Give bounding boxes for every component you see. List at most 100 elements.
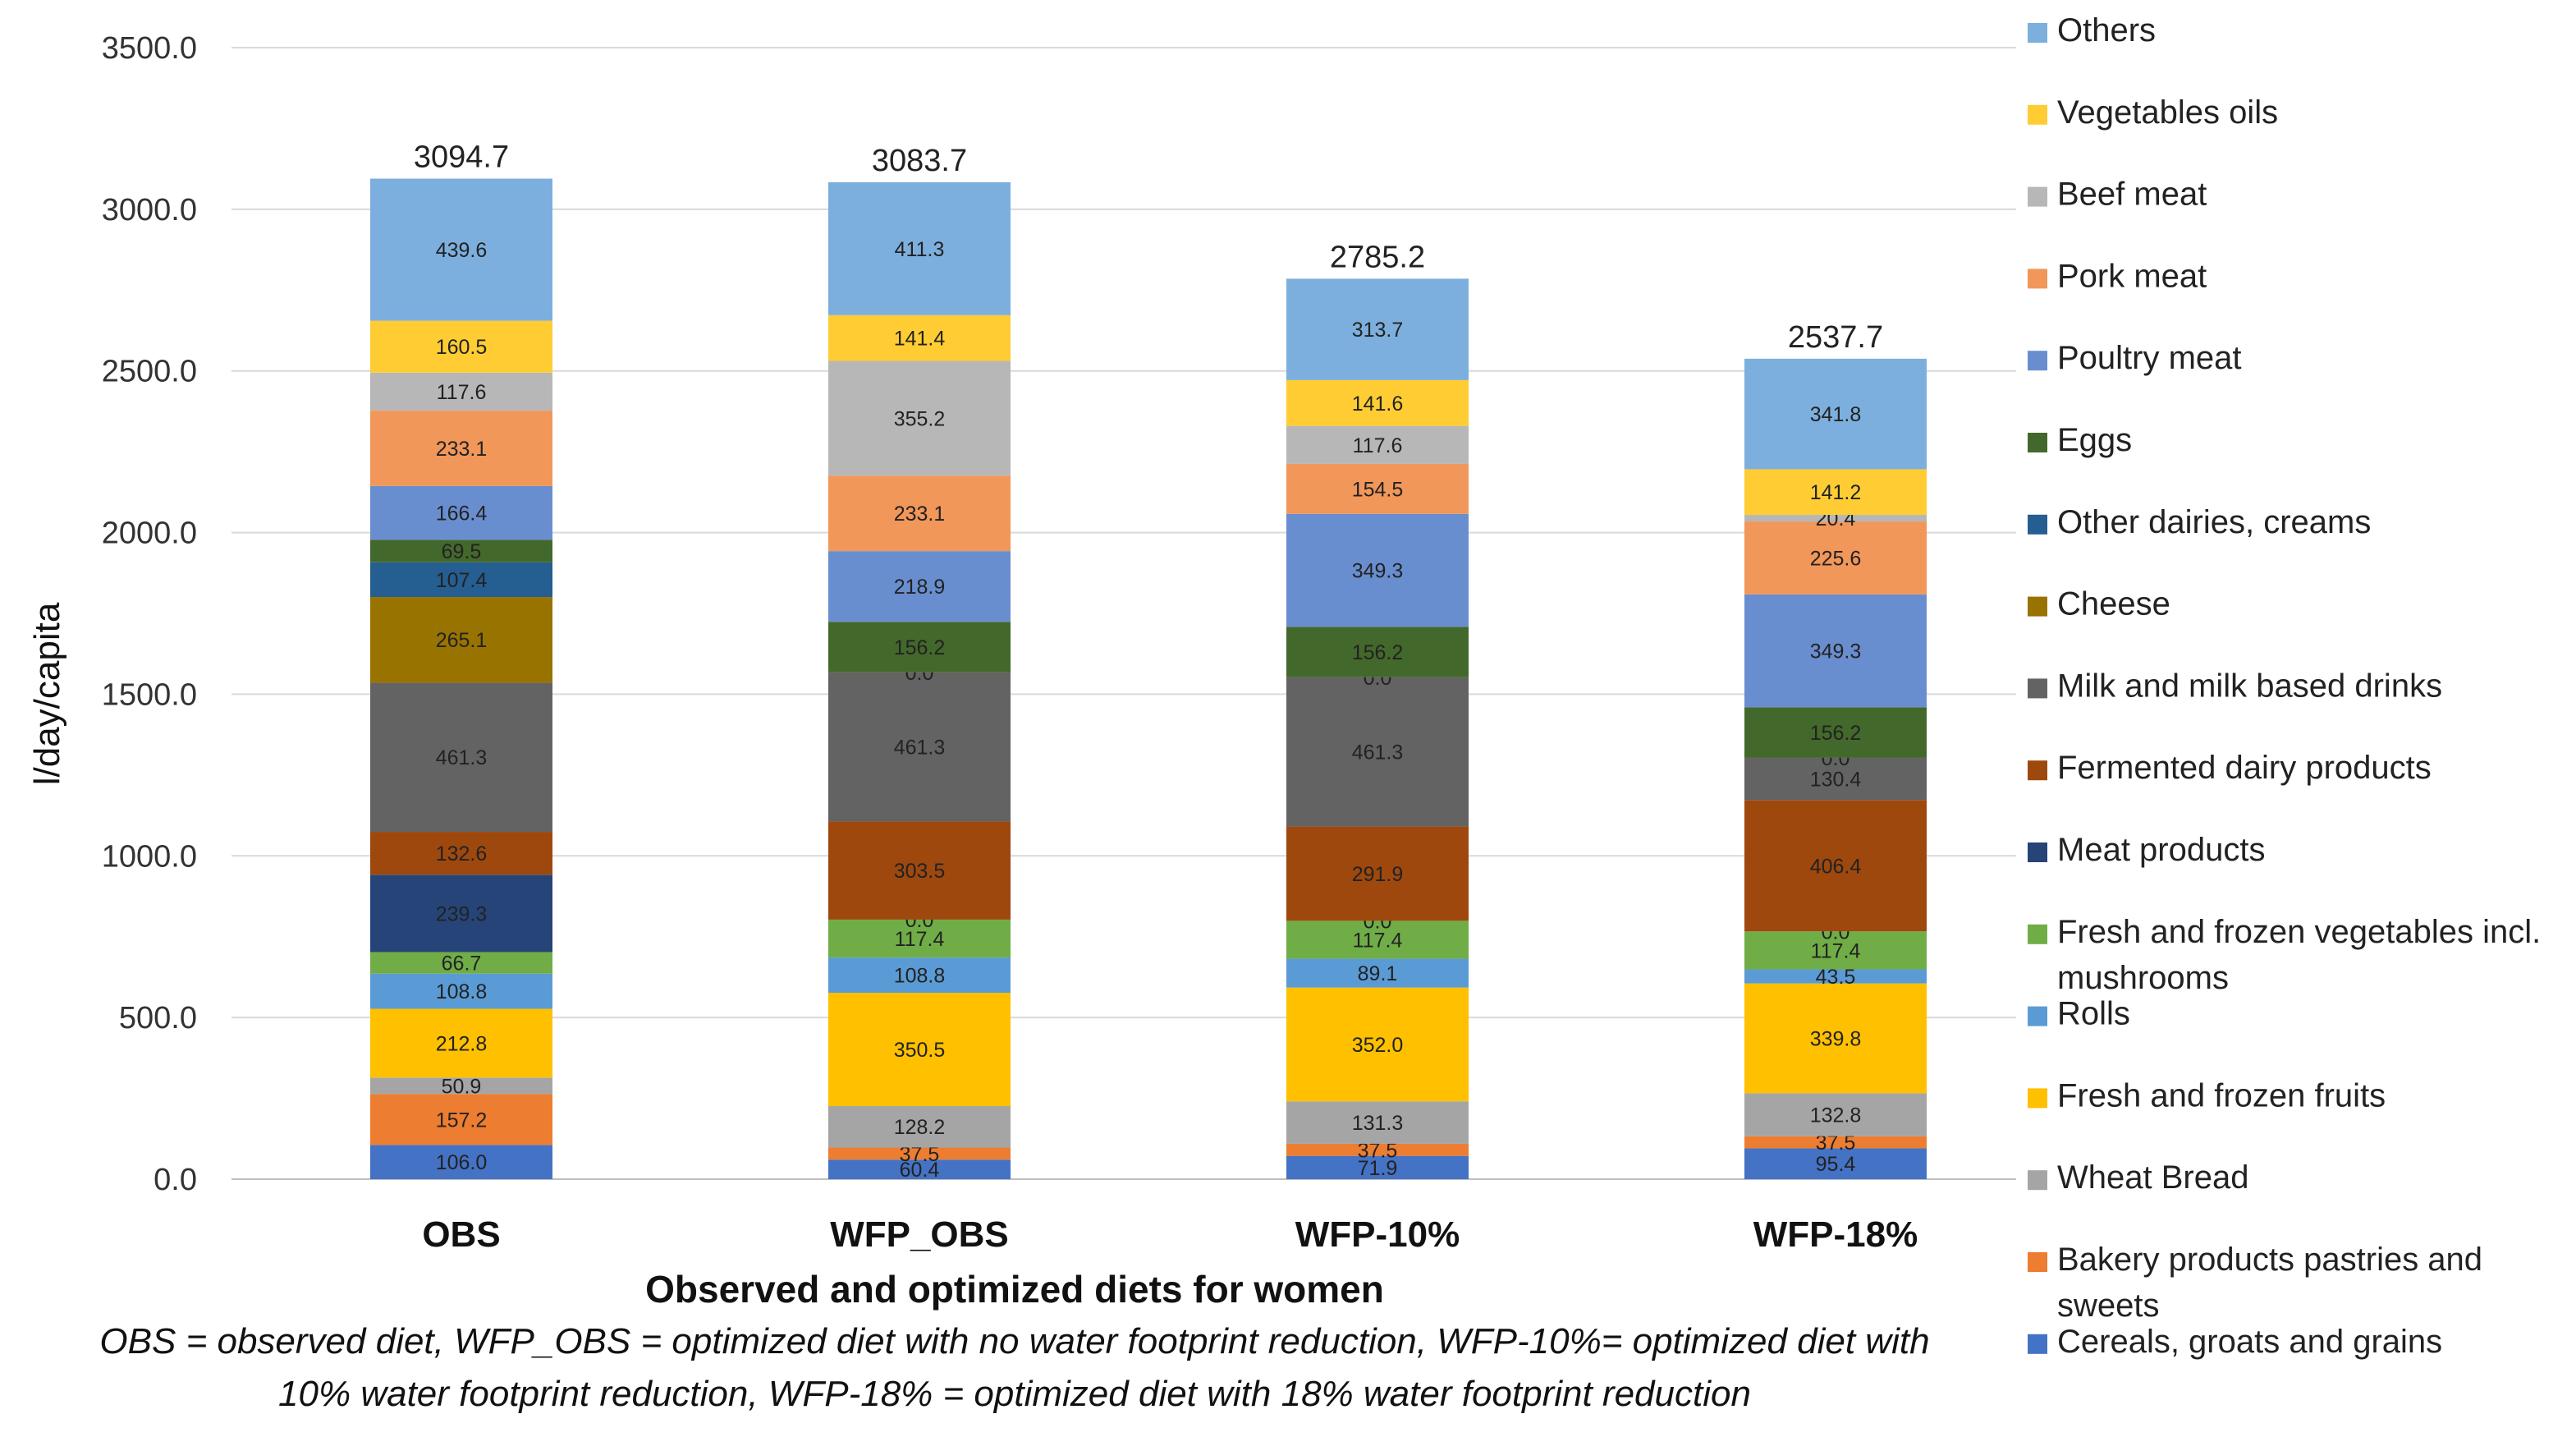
data-label: 411.3 <box>895 238 945 261</box>
data-label: 156.2 <box>1352 641 1404 664</box>
x-tick-label: OBS <box>422 1214 500 1255</box>
data-label: 106.0 <box>436 1151 488 1174</box>
data-label: 156.2 <box>894 636 946 659</box>
data-label: 349.3 <box>1352 560 1404 583</box>
y-tick-label: 3500.0 <box>102 31 197 66</box>
bar-segment-others <box>1744 358 1927 470</box>
bar-segment-milk-and-milk-based-drinks <box>1744 757 1927 801</box>
legend-label: Milk and milk based drinks <box>2057 668 2442 704</box>
y-tick-label: 2000.0 <box>102 516 197 551</box>
footnote-line-2: 10% water footprint reduction, WFP-18% =… <box>278 1374 1751 1414</box>
bar-segment-poultry-meat <box>828 551 1011 622</box>
legend-label: Rolls <box>2057 996 2130 1032</box>
bar-segment-rolls <box>1744 969 1927 984</box>
bar-segment-fresh-and-frozen-fruits <box>1744 983 1927 1094</box>
legend-swatch <box>2028 1006 2047 1026</box>
legend-label: Pork meat <box>2057 258 2207 294</box>
bar-total-label: 3083.7 <box>872 144 967 178</box>
data-label: 107.4 <box>436 569 488 592</box>
legend-label: Vegetables oils <box>2057 94 2278 131</box>
bar-segment-cereals-groats-and-grains <box>828 1159 1011 1179</box>
bar-segment-milk-and-milk-based-drinks <box>1286 677 1469 827</box>
data-label: 341.8 <box>1810 403 1862 426</box>
data-label: 117.4 <box>1353 929 1403 952</box>
legend-swatch <box>2028 433 2047 452</box>
bar-segment-pork-meat <box>1286 463 1469 514</box>
data-label: 60.4 <box>900 1159 940 1182</box>
data-label: 313.7 <box>1352 319 1404 342</box>
data-label: 71.9 <box>1358 1157 1398 1180</box>
bar-segment-milk-and-milk-based-drinks <box>370 682 552 833</box>
legend-label: Other dairies, creams <box>2057 504 2371 540</box>
bar-segment-fresh-and-frozen-vegetables-incl-mushrooms <box>370 952 552 974</box>
data-label: 355.2 <box>894 407 946 430</box>
bar-segment-fermented-dairy-products <box>370 832 552 875</box>
bar-segment-milk-and-milk-based-drinks <box>828 672 1011 822</box>
bar-segment-bakery-products-pastries-and-sweets <box>370 1094 552 1145</box>
legend: Others Vegetables oils Beef meat Pork meat P… <box>2028 12 2541 1360</box>
bar-segment-cereals-groats-and-grains <box>1744 1148 1927 1179</box>
data-label: 108.8 <box>436 980 488 1003</box>
legend-swatch <box>2028 924 2047 944</box>
legend-swatch <box>2028 186 2047 207</box>
bar-segment-bakery-products-pastries-and-sweets <box>828 1147 1011 1160</box>
data-label: 439.6 <box>436 239 488 262</box>
legend-swatch <box>2028 514 2047 535</box>
legend-label: Fresh and frozen fruits <box>2057 1077 2386 1113</box>
data-label: 95.4 <box>1816 1153 1856 1176</box>
data-label: 233.1 <box>894 503 946 526</box>
bar-segment-vegetables-oils <box>1744 469 1927 516</box>
x-tick-label: WFP-18% <box>1753 1214 1918 1255</box>
data-label: 461.3 <box>1352 741 1404 764</box>
y-axis-label: l/day/capita <box>27 602 67 785</box>
data-label: 352.0 <box>1352 1034 1404 1057</box>
data-label: 130.4 <box>1810 769 1862 792</box>
legend-swatch <box>2028 104 2047 125</box>
legend-swatch <box>2028 351 2047 371</box>
bar-total-label: 3094.7 <box>414 140 509 175</box>
bar-segment-eggs <box>1744 707 1927 758</box>
data-label: 461.3 <box>436 746 488 769</box>
bar-segment-fresh-and-frozen-fruits <box>828 992 1011 1106</box>
y-tick-label: 1500.0 <box>102 677 197 712</box>
bar-segment-wheat-bread <box>1744 1093 1927 1136</box>
y-tick-label: 1000.0 <box>102 839 197 874</box>
data-label: 166.4 <box>436 503 488 526</box>
data-label: 141.2 <box>1810 481 1862 504</box>
bar-segment-fresh-and-frozen-vegetables-incl-mushrooms <box>828 919 1011 958</box>
bar-segment-beef-meat <box>370 372 552 411</box>
data-label: 117.6 <box>1353 434 1403 457</box>
y-axis-ticks: 0.0 500.0 1000.0 1500.0 2000.0 2500.0 3000.0 35… <box>102 31 197 1197</box>
data-label: 89.1 <box>1358 962 1398 985</box>
bar-segment-others <box>1286 278 1469 380</box>
bar-segment-fermented-dairy-products <box>1744 800 1927 932</box>
legend-label: Wheat Bread <box>2057 1159 2248 1196</box>
data-label: 43.5 <box>1816 966 1856 989</box>
bar-segment-others <box>828 181 1011 315</box>
x-axis-label: Observed and optimized diets for women <box>645 1268 1384 1311</box>
bar-total-label: 2537.7 <box>1788 320 1883 355</box>
bar-segment-poultry-meat <box>1286 513 1469 627</box>
bar-segment-wheat-bread <box>828 1105 1011 1148</box>
bar-segment-rolls <box>828 957 1011 993</box>
data-label: 160.5 <box>436 336 488 359</box>
data-label: 131.3 <box>1352 1112 1404 1135</box>
legend-label: Fermented dairy products <box>2057 750 2432 786</box>
data-label: 218.9 <box>894 576 946 599</box>
data-label: 350.5 <box>894 1039 946 1062</box>
bar-segment-other-dairies-creams <box>370 562 552 598</box>
bar-segment-vegetables-oils <box>1286 379 1469 426</box>
bar-segment-eggs <box>1286 627 1469 677</box>
bar-segment-fresh-and-frozen-vegetables-incl-mushrooms <box>1286 921 1469 959</box>
x-tick-label: WFP-10% <box>1295 1214 1460 1255</box>
data-label: 50.9 <box>442 1075 482 1098</box>
data-label: 265.1 <box>436 629 488 652</box>
data-label: 66.7 <box>442 953 482 976</box>
bar-segment-poultry-meat <box>1744 594 1927 708</box>
legend-swatch <box>2028 269 2047 289</box>
bar-segment-rolls <box>1286 958 1469 988</box>
bar-segment-bakery-products-pastries-and-sweets <box>1744 1136 1927 1149</box>
data-label: 303.5 <box>894 860 946 883</box>
data-label: 141.4 <box>894 328 946 351</box>
bar-segment-pork-meat <box>370 411 552 486</box>
